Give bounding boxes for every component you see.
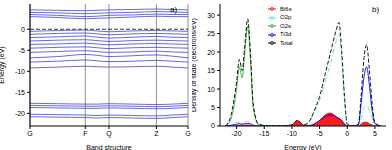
html-text:a): a) xyxy=(170,5,178,14)
svg-text:Z: Z xyxy=(154,130,159,137)
svg-text:F: F xyxy=(83,130,87,137)
svg-text:-15: -15 xyxy=(259,130,269,137)
svg-text:Band structure: Band structure xyxy=(86,144,132,150)
svg-text:Q: Q xyxy=(106,130,112,138)
html-text:Total: Total xyxy=(280,39,293,46)
svg-text:-15: -15 xyxy=(15,89,25,96)
svg-text:0: 0 xyxy=(345,130,349,137)
svg-text:G: G xyxy=(185,130,190,137)
svg-text:-20: -20 xyxy=(15,110,25,117)
svg-text:-5: -5 xyxy=(316,130,322,137)
svg-text:20: 20 xyxy=(207,49,215,56)
svg-text:G: G xyxy=(27,130,32,137)
svg-text:30: 30 xyxy=(207,12,215,19)
svg-text:5: 5 xyxy=(373,130,377,137)
svg-text:-5: -5 xyxy=(19,47,25,54)
svg-text:15: 15 xyxy=(207,67,215,74)
svg-text:25: 25 xyxy=(207,30,215,37)
svg-text:-10: -10 xyxy=(287,130,297,137)
svg-text:10: 10 xyxy=(207,86,215,93)
html-text:Ti3d: Ti3d xyxy=(280,31,292,38)
svg-text:5: 5 xyxy=(211,104,215,111)
svg-text:-20: -20 xyxy=(232,130,242,137)
html-text:O2p: O2p xyxy=(280,14,292,21)
html-text:Bi6s: Bi6s xyxy=(280,6,292,12)
svg-text:Density of state (electrons/eV: Density of state (electrons/eV) xyxy=(192,18,198,112)
svg-text:-10: -10 xyxy=(15,68,25,75)
svg-text:0: 0 xyxy=(211,122,215,129)
html-text:O2s: O2s xyxy=(280,22,291,29)
html-text:b): b) xyxy=(372,5,380,14)
svg-text:Energy (eV): Energy (eV) xyxy=(284,144,321,150)
svg-text:0: 0 xyxy=(21,26,25,33)
